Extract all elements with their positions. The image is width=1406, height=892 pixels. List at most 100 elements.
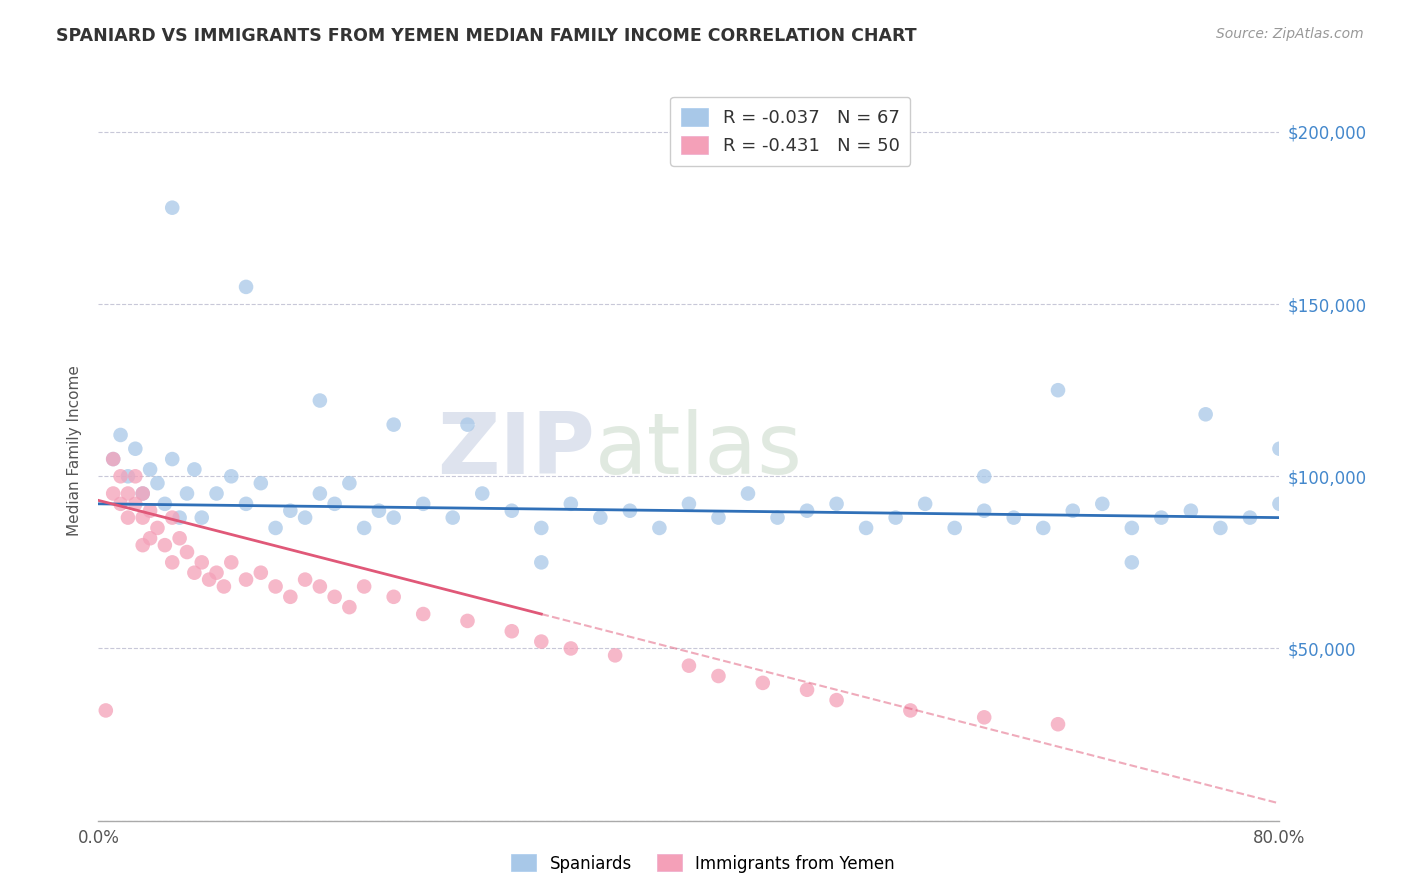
Point (280, 504, 302, 518)
Point (117, 486, 139, 500)
Point (309, 486, 332, 500)
Point (183, 566, 205, 580)
Point (412, 607, 434, 621)
Point (825, 693, 848, 707)
Point (169, 510, 191, 524)
Point (678, 497, 700, 511)
Point (110, 428, 132, 442)
Point (124, 442, 146, 456)
Y-axis label: Median Family Income: Median Family Income (67, 365, 83, 536)
Point (1180, 504, 1202, 518)
Point (1032, 521, 1054, 535)
Point (457, 417, 479, 432)
Point (589, 510, 612, 524)
Point (1062, 504, 1084, 518)
Point (264, 579, 287, 593)
Point (176, 545, 198, 559)
Point (737, 486, 759, 500)
Point (110, 497, 132, 511)
Point (605, 648, 627, 663)
Point (707, 669, 730, 683)
Point (943, 521, 966, 535)
Point (1268, 497, 1291, 511)
Point (914, 497, 936, 511)
Point (855, 521, 877, 535)
Point (1121, 521, 1143, 535)
Point (162, 510, 183, 524)
Point (560, 497, 582, 511)
Point (294, 510, 316, 524)
Point (619, 504, 641, 518)
Point (250, 476, 273, 491)
Text: atlas: atlas (595, 409, 803, 492)
Point (382, 590, 405, 604)
Point (191, 555, 214, 569)
Point (648, 521, 671, 535)
Point (796, 504, 818, 518)
Point (132, 486, 155, 500)
Point (382, 510, 405, 524)
Point (103, 452, 125, 467)
Point (110, 469, 132, 483)
Point (1268, 442, 1291, 456)
Point (221, 469, 243, 483)
Point (221, 555, 243, 569)
Point (1195, 407, 1218, 421)
Point (146, 476, 169, 491)
Point (1047, 383, 1070, 397)
Point (153, 497, 176, 511)
Point (1121, 555, 1143, 569)
Point (264, 521, 287, 535)
Point (973, 710, 995, 724)
Point (153, 538, 176, 552)
Point (530, 555, 553, 569)
Point (339, 476, 361, 491)
Legend: R = -0.037   N = 67, R = -0.431   N = 50: R = -0.037 N = 67, R = -0.431 N = 50 (671, 96, 910, 166)
Point (132, 486, 155, 500)
Point (1209, 521, 1232, 535)
Point (103, 452, 125, 467)
Point (1002, 510, 1025, 524)
Point (94, 703, 117, 717)
Point (294, 573, 316, 587)
Point (752, 676, 775, 690)
Point (412, 497, 434, 511)
Point (169, 531, 191, 545)
Point (530, 521, 553, 535)
Point (560, 641, 582, 656)
Point (309, 393, 332, 408)
Point (1239, 510, 1261, 524)
Point (471, 486, 494, 500)
Point (139, 462, 162, 476)
Point (191, 510, 214, 524)
Point (198, 573, 221, 587)
Point (132, 510, 155, 524)
Point (235, 280, 257, 294)
Point (1150, 510, 1173, 524)
Point (353, 579, 375, 593)
Point (900, 703, 922, 717)
Point (183, 462, 205, 476)
Point (884, 510, 907, 524)
Point (146, 521, 169, 535)
Point (212, 579, 235, 593)
Point (205, 486, 228, 500)
Point (205, 566, 228, 580)
Point (501, 504, 523, 518)
Point (309, 579, 332, 593)
Point (323, 590, 346, 604)
Point (176, 486, 198, 500)
Point (766, 510, 789, 524)
Point (250, 566, 273, 580)
Text: Source: ZipAtlas.com: Source: ZipAtlas.com (1216, 27, 1364, 41)
Point (796, 682, 818, 697)
Point (103, 486, 125, 500)
Point (501, 624, 523, 639)
Point (117, 510, 139, 524)
Legend: Spaniards, Immigrants from Yemen: Spaniards, Immigrants from Yemen (505, 847, 901, 880)
Point (678, 658, 700, 673)
Point (339, 600, 361, 615)
Point (1047, 717, 1070, 731)
Point (235, 497, 257, 511)
Point (441, 510, 464, 524)
